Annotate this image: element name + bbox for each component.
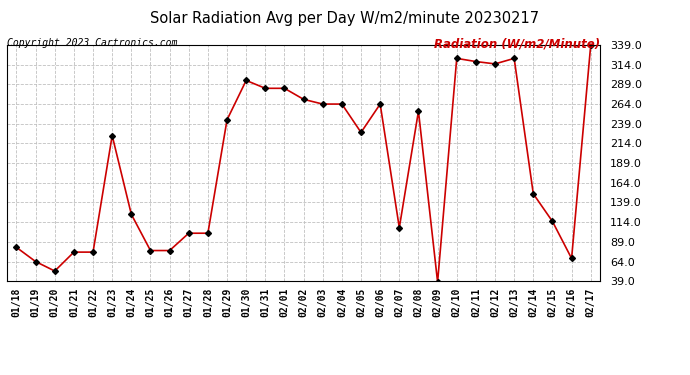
Text: Copyright 2023 Cartronics.com: Copyright 2023 Cartronics.com <box>7 38 177 48</box>
Text: Solar Radiation Avg per Day W/m2/minute 20230217: Solar Radiation Avg per Day W/m2/minute … <box>150 11 540 26</box>
Text: Radiation (W/m2/Minute): Radiation (W/m2/Minute) <box>434 38 600 51</box>
